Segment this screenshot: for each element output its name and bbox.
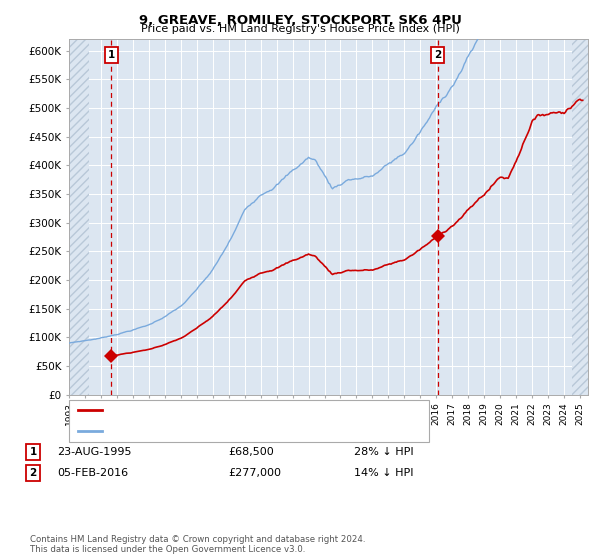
Text: 2: 2 <box>434 50 442 60</box>
Text: HPI: Average price, detached house, Stockport: HPI: Average price, detached house, Stoc… <box>107 426 350 436</box>
Text: Price paid vs. HM Land Registry's House Price Index (HPI): Price paid vs. HM Land Registry's House … <box>140 24 460 34</box>
Bar <box>69 39 89 395</box>
Text: £68,500: £68,500 <box>228 447 274 457</box>
Text: 9, GREAVE, ROMILEY, STOCKPORT, SK6 4PU (detached house): 9, GREAVE, ROMILEY, STOCKPORT, SK6 4PU (… <box>107 405 428 416</box>
Text: 2: 2 <box>29 468 37 478</box>
Text: Contains HM Land Registry data © Crown copyright and database right 2024.
This d: Contains HM Land Registry data © Crown c… <box>30 535 365 554</box>
Text: 05-FEB-2016: 05-FEB-2016 <box>57 468 128 478</box>
Text: 28% ↓ HPI: 28% ↓ HPI <box>354 447 413 457</box>
Text: 1: 1 <box>29 447 37 457</box>
Text: £277,000: £277,000 <box>228 468 281 478</box>
Text: 23-AUG-1995: 23-AUG-1995 <box>57 447 131 457</box>
Text: 9, GREAVE, ROMILEY, STOCKPORT, SK6 4PU: 9, GREAVE, ROMILEY, STOCKPORT, SK6 4PU <box>139 14 461 27</box>
Bar <box>572 39 588 395</box>
Text: 14% ↓ HPI: 14% ↓ HPI <box>354 468 413 478</box>
Text: 1: 1 <box>107 50 115 60</box>
